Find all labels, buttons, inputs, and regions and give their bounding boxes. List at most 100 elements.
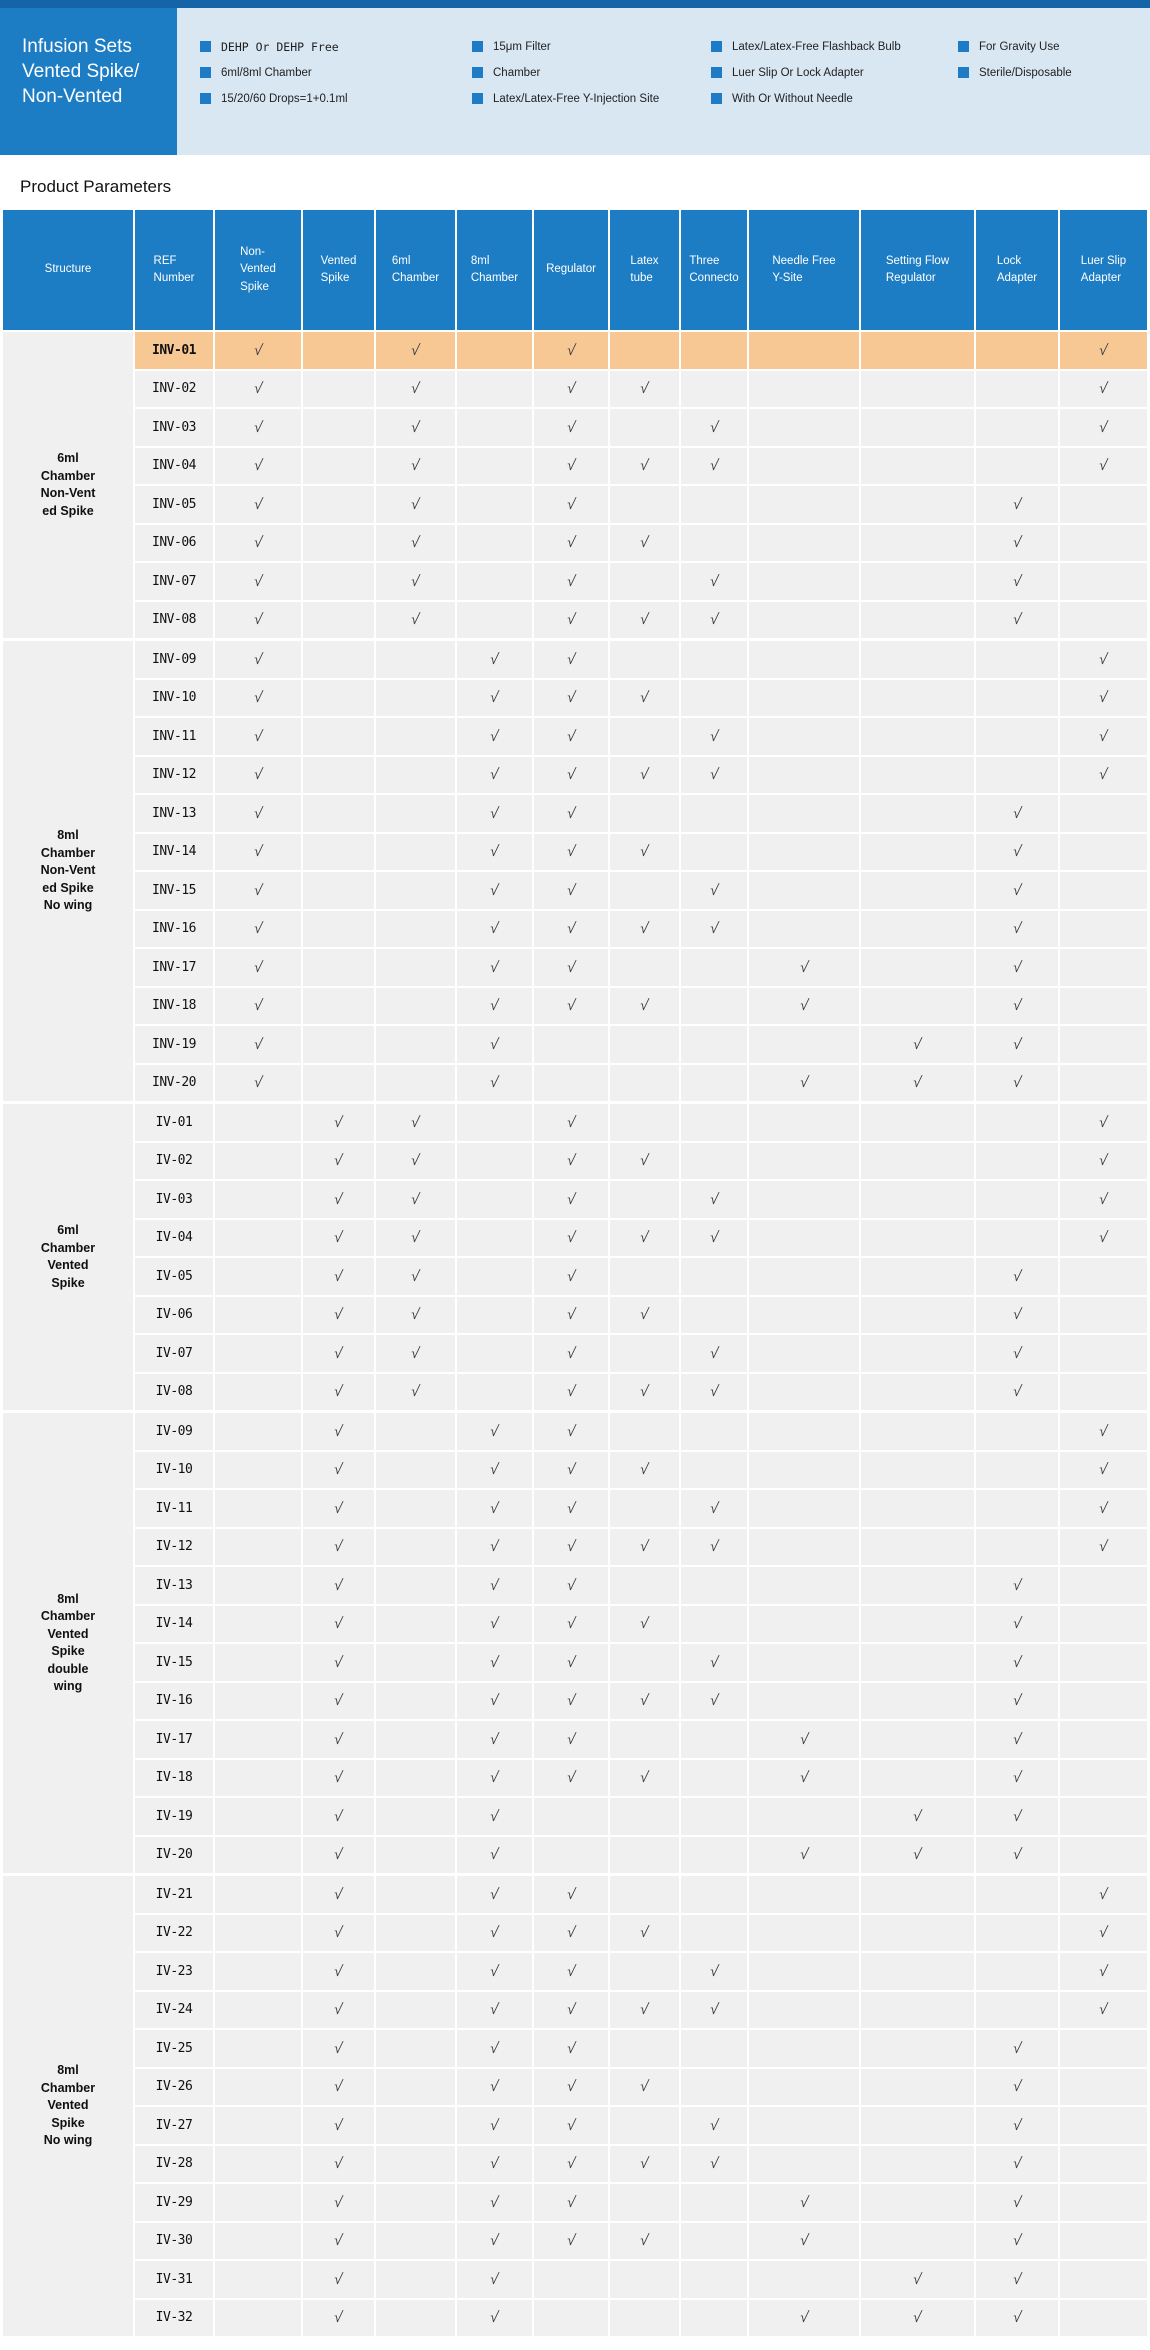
check-cell-checked: √ <box>976 1721 1058 1758</box>
check-cell-empty <box>681 1413 747 1450</box>
column-header-luer-slip-adapter: Luer Slip Adapter <box>1060 210 1147 330</box>
check-cell-empty <box>861 2145 974 2182</box>
check-mark-icon: √ <box>565 1267 577 1285</box>
check-cell-checked: √ <box>534 2222 608 2259</box>
check-cell-checked: √ <box>976 2068 1058 2105</box>
check-mark-icon: √ <box>252 766 264 784</box>
check-mark-icon: √ <box>708 1344 720 1362</box>
check-cell-empty <box>376 910 455 947</box>
check-cell-checked: √ <box>1060 1914 1147 1951</box>
check-cell-empty <box>861 2222 974 2259</box>
check-cell-checked: √ <box>610 1219 679 1256</box>
check-cell-checked: √ <box>534 409 608 446</box>
check-cell-checked: √ <box>457 718 532 755</box>
check-cell-empty <box>976 1142 1058 1179</box>
check-cell-checked: √ <box>610 987 679 1024</box>
check-cell-empty <box>681 1296 747 1333</box>
column-header-8ml-chamber: 8ml Chamber <box>457 210 532 330</box>
check-cell-empty <box>215 1528 301 1565</box>
check-mark-icon: √ <box>1011 920 1023 938</box>
check-mark-icon: √ <box>252 418 264 436</box>
check-cell-checked: √ <box>534 1296 608 1333</box>
check-mark-icon: √ <box>488 1653 501 1671</box>
check-cell-checked: √ <box>976 987 1058 1024</box>
bullet-square-icon <box>711 67 722 78</box>
check-cell-checked: √ <box>376 563 455 600</box>
check-mark-icon: √ <box>332 1846 345 1864</box>
ref-cell: IV-18 <box>135 1759 213 1796</box>
check-cell-empty <box>861 756 974 793</box>
check-cell-checked: √ <box>610 447 679 484</box>
feature-item: Luer Slip Or Lock Adapter <box>711 64 958 81</box>
check-mark-icon: √ <box>565 1615 577 1633</box>
check-cell-checked: √ <box>610 1142 679 1179</box>
check-cell-empty <box>610 1413 679 1450</box>
ref-cell: IV-07 <box>135 1335 213 1372</box>
check-mark-icon: √ <box>708 1499 720 1517</box>
check-cell-checked: √ <box>610 1759 679 1796</box>
ref-cell: IV-29 <box>135 2184 213 2221</box>
ref-cell: INV-10 <box>135 679 213 716</box>
check-cell-checked: √ <box>681 872 747 909</box>
check-cell-empty <box>457 601 532 638</box>
check-mark-icon: √ <box>1097 727 1110 745</box>
check-cell-checked: √ <box>457 1991 532 2028</box>
feature-label: 15/20/60 Drops=1+0.1ml <box>221 92 348 105</box>
ref-cell: INV-17 <box>135 949 213 986</box>
check-cell-empty <box>610 1644 679 1681</box>
check-cell-empty <box>215 2222 301 2259</box>
check-mark-icon: √ <box>911 2270 924 2288</box>
check-mark-icon: √ <box>708 727 720 745</box>
check-cell-empty <box>861 1258 974 1295</box>
check-mark-icon: √ <box>638 1615 651 1633</box>
check-cell-empty <box>610 1104 679 1141</box>
check-cell-checked: √ <box>303 1798 374 1835</box>
check-cell-checked: √ <box>303 1721 374 1758</box>
feature-label: Sterile/Disposable <box>979 66 1072 79</box>
check-cell-checked: √ <box>457 2068 532 2105</box>
structure-group: 6ml Chamber Non-Vent ed Spike INV-01 √ √ √ √ I… <box>3 332 1147 638</box>
check-cell-empty <box>976 679 1058 716</box>
check-mark-icon: √ <box>332 2232 345 2250</box>
check-cell-empty <box>610 1721 679 1758</box>
bullet-square-icon <box>958 41 969 52</box>
check-cell-empty <box>681 1567 747 1604</box>
check-cell-empty <box>681 2184 747 2221</box>
check-mark-icon: √ <box>1097 380 1110 398</box>
check-mark-icon: √ <box>252 341 264 359</box>
check-cell-checked: √ <box>215 679 301 716</box>
check-mark-icon: √ <box>565 341 577 359</box>
check-cell-empty <box>681 2299 747 2336</box>
check-cell-empty <box>749 2068 859 2105</box>
check-mark-icon: √ <box>1097 766 1110 784</box>
check-cell-empty <box>861 833 974 870</box>
column-header-ref-number: REF Number <box>135 210 213 330</box>
check-cell-empty <box>749 1953 859 1990</box>
check-cell-empty <box>215 2261 301 2298</box>
check-cell-checked: √ <box>457 1953 532 1990</box>
check-mark-icon: √ <box>1011 997 1023 1015</box>
check-cell-checked: √ <box>534 1490 608 1527</box>
check-cell-empty <box>376 872 455 909</box>
check-mark-icon: √ <box>565 1538 577 1556</box>
check-cell-checked: √ <box>534 641 608 678</box>
check-mark-icon: √ <box>1011 1807 1023 1825</box>
check-cell-checked: √ <box>457 1490 532 1527</box>
check-cell-empty <box>376 2107 455 2144</box>
feature-column: For Gravity Use Sterile/Disposable <box>958 38 1150 155</box>
check-mark-icon: √ <box>332 2155 345 2173</box>
check-cell-checked: √ <box>610 1605 679 1642</box>
check-cell-checked: √ <box>303 2261 374 2298</box>
ref-cell: INV-05 <box>135 486 213 523</box>
check-mark-icon: √ <box>1097 1924 1110 1942</box>
check-cell-empty <box>215 1798 301 1835</box>
check-cell-checked: √ <box>457 2145 532 2182</box>
check-mark-icon: √ <box>1097 1422 1110 1440</box>
check-cell-checked: √ <box>749 2299 859 2336</box>
check-cell-empty <box>976 1219 1058 1256</box>
check-mark-icon: √ <box>332 1344 345 1362</box>
check-cell-checked: √ <box>215 332 301 369</box>
feature-label: Luer Slip Or Lock Adapter <box>732 66 864 79</box>
feature-label: Latex/Latex-Free Y-Injection Site <box>493 92 660 105</box>
structure-group: 8ml Chamber Vented Spike No wing IV-21 √ √ √… <box>3 1876 1147 2336</box>
